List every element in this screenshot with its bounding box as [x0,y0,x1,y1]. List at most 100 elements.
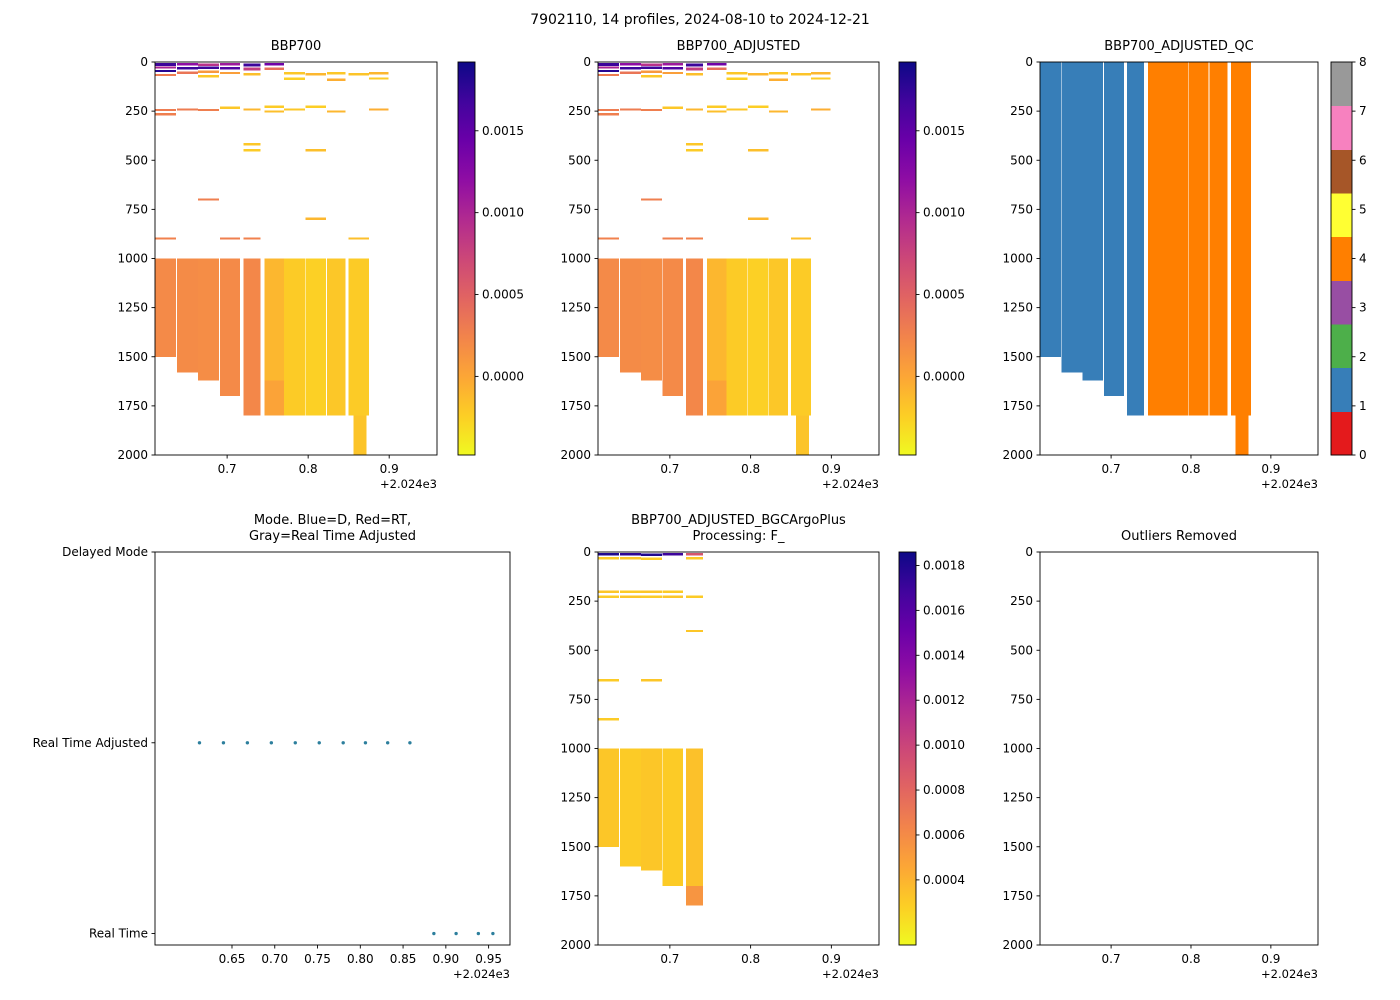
x-axis-offset: +2.024e3 [380,477,437,491]
y-tick-label: 1000 [117,252,148,266]
data-point [245,741,250,745]
y-tick-label: 1750 [117,399,148,413]
heatmap-cell [619,108,641,111]
x-axis: 0.7 0.8 0.9+2.024e3 [660,945,879,981]
x-tick-label: 0.90 [432,952,459,966]
heatmap-cell [686,237,703,240]
x-tick-label: 0.8 [299,462,318,476]
y-tick-label: 2000 [1002,448,1033,462]
colorbar: 0 1 2 3 4 5 6 7 8 [1330,55,1367,462]
y-tick-label: Real Time [89,927,148,941]
heatmap-cell [176,258,198,373]
heatmap-cell [640,748,662,871]
x-tick-label: 0.80 [347,952,374,966]
heatmap-cell [686,63,703,67]
heatmap-cell [662,590,683,593]
heatmap-cell [686,258,703,416]
y-tick-label: 750 [568,692,591,706]
y-tick-label: 1250 [1002,791,1033,805]
heatmap-cell [1209,62,1228,416]
heatmap-cell [790,73,812,76]
data-point [197,741,202,745]
heatmap-cell [769,78,788,81]
y-axis: Real Time Real Time Adjusted Delayed Mode [33,545,155,941]
heatmap-cell [686,629,703,633]
x-tick-label: 0.8 [1181,952,1200,966]
y-tick-label: 750 [1010,692,1033,706]
heatmap-cell [707,110,727,113]
heatmap-cell [243,63,261,67]
heatmap-cell [662,748,683,887]
y-tick-label: 1500 [117,350,148,364]
heatmap-cells [155,62,389,455]
heatmap-cell [155,62,177,66]
heatmap-cell [243,73,261,76]
heatmap-cells [598,552,703,906]
heatmap-cell [305,217,326,220]
heatmap-cell [176,62,198,66]
heatmap-cell [176,71,198,74]
y-tick-label: 0 [1025,545,1033,559]
heatmap-cell [219,62,241,66]
heatmap-cell [598,66,619,69]
heatmap-cell [640,63,662,66]
colorbar-tick-label: 0.0015 [482,124,524,138]
panel-title: BBP700_ADJUSTED [677,39,801,54]
y-tick-label: 2000 [1002,938,1033,952]
data-point [221,741,226,745]
heatmap-cell [811,77,831,80]
heatmap-cell [640,590,662,593]
y-tick-label: 1750 [560,889,591,903]
heatmap-cell [305,258,326,416]
heatmap-cell [219,71,241,75]
heatmap-cell [790,237,812,240]
heatmap-cell [748,105,769,108]
colorbar-tick-label: 0.0012 [923,693,965,707]
colorbar-segment [1331,280,1352,325]
heatmap-cell [264,110,284,113]
heatmap-cell [326,78,346,81]
heatmap-cell [1230,62,1251,416]
heatmap-cell [243,149,261,152]
y-tick-label: 0 [583,545,591,559]
heatmap-cell [197,63,220,66]
colorbar-segment [1331,62,1352,107]
heatmap-cell [619,590,641,593]
x-tick-label: 0.9 [380,462,399,476]
heatmap-cell [598,552,619,556]
heatmap-cell [197,198,220,201]
heatmap-cell [598,69,619,73]
heatmap-cell [619,62,641,66]
heatmap-cell [640,66,662,70]
heatmap-cell [1167,62,1188,416]
heatmap-cell [748,149,769,152]
panel-bbp700-adjusted-qc: 0.7 0.8 0.9+2.024e302505007501000125015001… [1002,39,1366,491]
x-tick-label: 0.85 [390,952,417,966]
colorbar-gradient [898,61,917,456]
heatmap-cell [707,380,727,416]
heatmap-cell [598,73,619,77]
heatmap-cell [790,258,812,416]
y-tick-label: 2000 [117,448,148,462]
x-axis-offset: +2.024e3 [1261,967,1318,981]
heatmap-cell [176,108,198,111]
heatmap-cell [197,74,220,78]
panel-outliers-removed: 0.7 0.8 0.9+2.024e3 0 250 500 750 1000 1250 1500 1… [1002,529,1319,981]
y-tick-label: 0 [583,55,591,69]
heatmap-cell [662,237,683,240]
heatmap-cell [769,258,788,416]
heatmap-cell [707,258,727,416]
x-axis: 0.7 0.8 0.9+2.024e3 [218,455,437,491]
heatmap-cell [1147,62,1168,416]
heatmap-cell [640,557,662,560]
colorbar: 0.0015 0.0010 0.0005 0.0000 [898,61,965,456]
heatmap-cell [348,258,369,416]
heatmap-cell [264,105,284,108]
heatmap-cell [662,71,683,75]
heatmap-cell [662,67,683,70]
y-tick-label: 1000 [560,252,591,266]
heatmap-cell [726,72,748,75]
colorbar-tick-label: 0.0014 [923,648,965,662]
heatmap-cell [368,72,389,75]
